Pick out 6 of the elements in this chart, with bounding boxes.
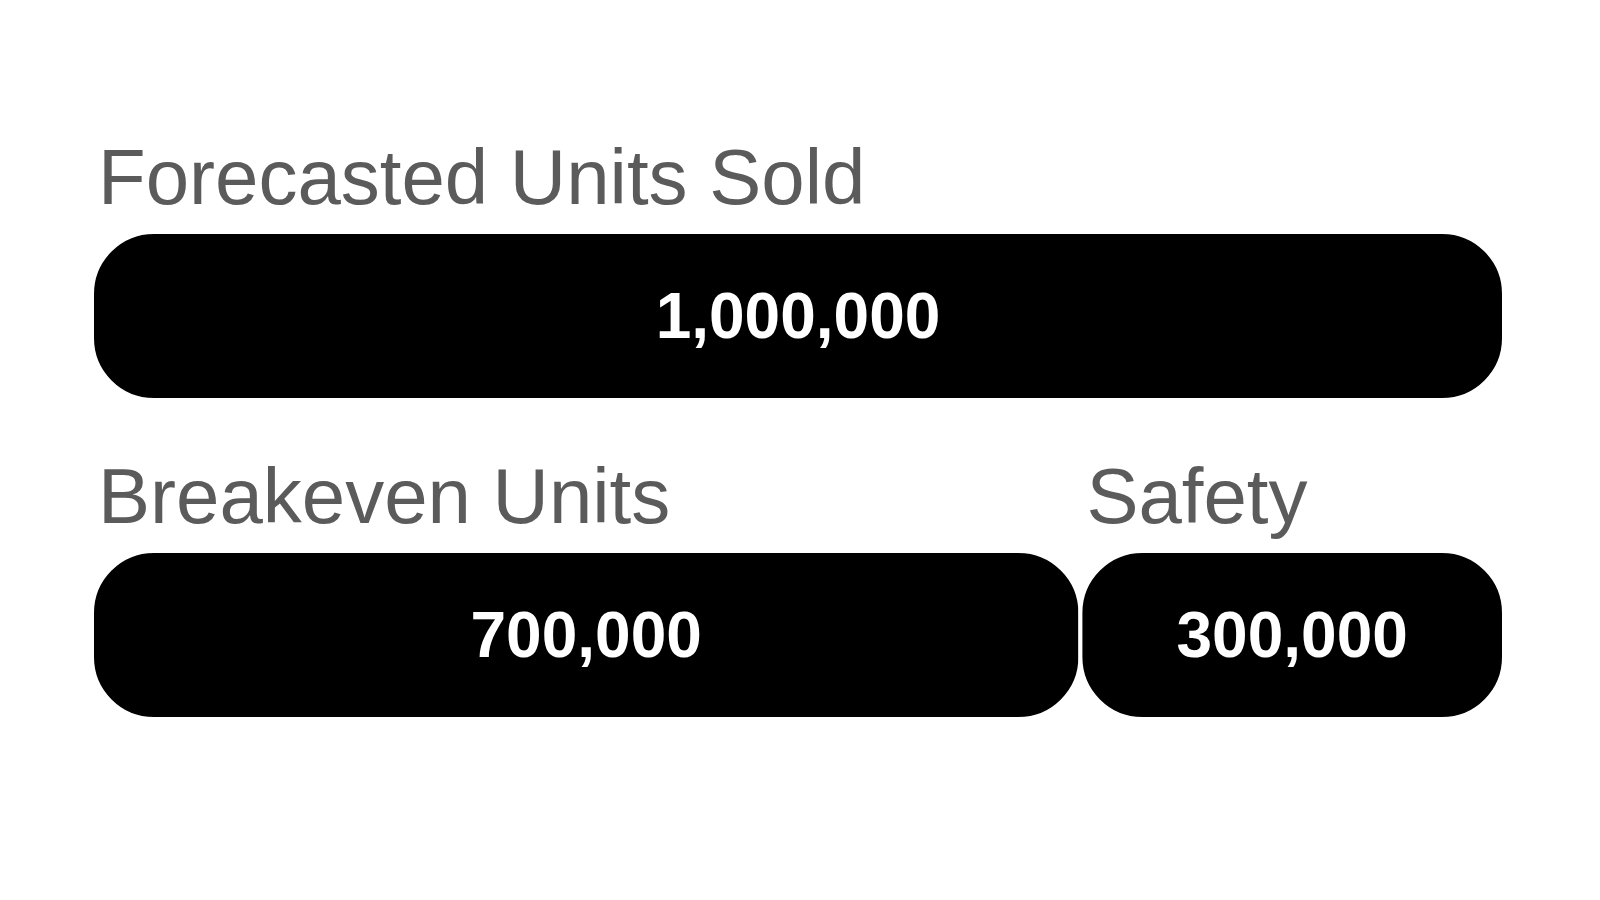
data-label: 700,000 <box>470 599 702 672</box>
data-label: 1,000,000 <box>655 280 941 353</box>
series-label: Breakeven Units <box>98 452 671 540</box>
series-label: Safety <box>1086 452 1308 540</box>
series-label: Forecasted Units Sold <box>98 133 866 221</box>
data-label: 300,000 <box>1176 599 1408 672</box>
